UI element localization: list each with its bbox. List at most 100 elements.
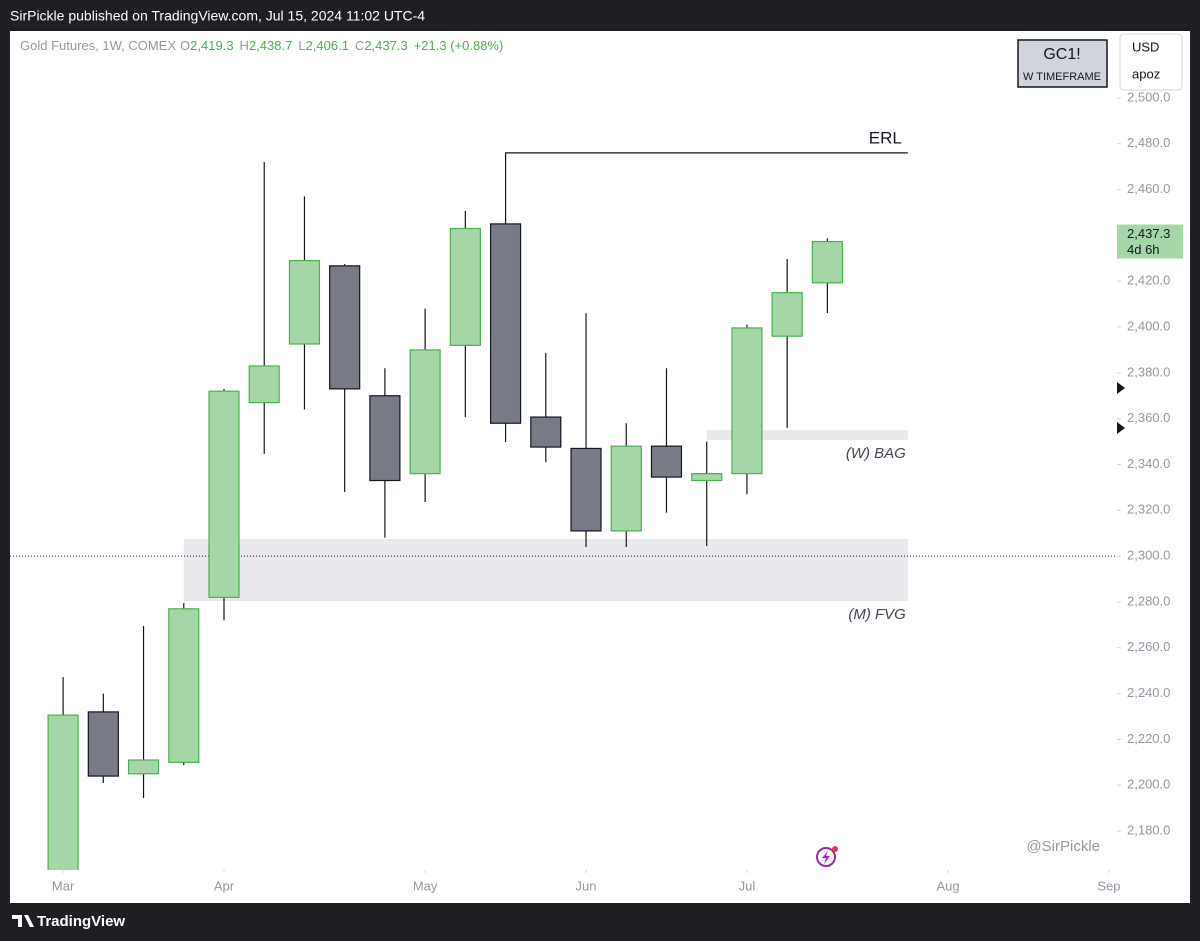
y-tick-label: 2,320.0	[1127, 502, 1170, 517]
candle	[731, 324, 763, 495]
legend-header: Gold Futures, 1W, COMEX O2,419.3 H2,438.7 L…	[20, 38, 503, 53]
x-tick-label: May	[413, 878, 438, 893]
arrow-marker	[1117, 422, 1125, 434]
ohlc-value: 2,419.3	[190, 38, 233, 53]
candle-body	[248, 365, 280, 404]
publish-line: SirPickle published on TradingView.com, …	[10, 8, 425, 24]
zone	[183, 538, 908, 602]
y-tick-label: 2,240.0	[1127, 685, 1170, 700]
ohlc-key: L	[298, 38, 305, 53]
candle-body	[87, 711, 119, 777]
candle	[288, 196, 321, 410]
watermark: @SirPickle	[1026, 838, 1100, 855]
candle	[409, 308, 441, 503]
unit-menu[interactable]: apoz	[1132, 66, 1160, 81]
badge-title: GC1!	[1043, 46, 1080, 63]
candle-body	[650, 445, 683, 478]
footer-logo	[12, 915, 34, 927]
candle-body	[610, 445, 642, 532]
candle-body	[288, 259, 321, 345]
candle	[489, 221, 522, 443]
candle-body	[449, 227, 481, 346]
candle	[811, 238, 843, 314]
candle	[771, 258, 803, 428]
x-tick-label: Jun	[576, 878, 597, 893]
y-tick-label: 2,400.0	[1127, 318, 1170, 333]
plot-area: (M) FVG (W) BAG ERL	[10, 128, 1117, 870]
candle-body	[168, 608, 200, 763]
y-tick-label: 2,180.0	[1127, 822, 1170, 837]
last-price: 2,437.3	[1127, 226, 1170, 241]
candle-body	[731, 327, 763, 475]
candle	[570, 313, 602, 547]
y-tick-label: 2,360.0	[1127, 410, 1170, 425]
candle	[449, 210, 481, 418]
candle	[530, 352, 562, 463]
y-tick-label: 2,380.0	[1127, 364, 1170, 379]
y-tick-label: 2,340.0	[1127, 456, 1170, 471]
countdown: 4d 6h	[1127, 242, 1160, 257]
zone	[706, 430, 908, 440]
x-tick-label: Apr	[214, 878, 235, 893]
candle	[168, 603, 200, 766]
y-tick-label: 2,260.0	[1127, 639, 1170, 654]
candle	[369, 368, 401, 538]
candle	[329, 264, 361, 492]
candle	[691, 441, 723, 547]
last-price-box	[1117, 224, 1183, 259]
candle	[248, 162, 280, 454]
symbol-badge	[1017, 39, 1108, 88]
candle-body	[369, 395, 401, 482]
y-tick-label: 2,220.0	[1127, 731, 1170, 746]
candle	[650, 368, 683, 513]
y-tick-label: 2,500.0	[1127, 89, 1170, 104]
candle-body	[771, 292, 803, 337]
candle	[610, 423, 642, 547]
candle-body	[409, 349, 441, 475]
candle-body	[489, 223, 522, 424]
ohlc-key: C	[355, 38, 364, 53]
candle-body	[811, 240, 843, 284]
candle-body	[530, 416, 562, 448]
zone-label: (W) BAG	[846, 445, 906, 462]
currency[interactable]: USD	[1132, 39, 1159, 54]
y-tick-label: 2,460.0	[1127, 181, 1170, 196]
ohlc-value: 2,406.1	[306, 38, 349, 53]
candle-body	[329, 265, 361, 390]
ohlc-key: H	[240, 38, 249, 53]
arrow-marker	[1117, 382, 1125, 394]
axes: 2,180.0 2,200.0 2,220.0 2,240.0 2,260.0 2,280…	[52, 89, 1183, 893]
y-tick-label: 2,280.0	[1127, 593, 1170, 608]
zone-label: (M) FVG	[848, 606, 906, 623]
candle-body	[127, 759, 160, 775]
y-tick-label: 2,200.0	[1127, 777, 1170, 792]
badge-subtitle: W TIMEFRAME	[1023, 71, 1101, 83]
candle-body	[691, 473, 723, 482]
x-tick-label: Sep	[1097, 878, 1120, 893]
candle-body	[47, 714, 79, 870]
symbol: Gold Futures, 1W, COMEX	[20, 38, 176, 53]
x-tick-label: Jul	[739, 878, 756, 893]
x-tick-label: Mar	[52, 878, 75, 893]
y-tick-label: 2,480.0	[1127, 135, 1170, 150]
x-tick-label: Aug	[936, 878, 959, 893]
candle	[87, 693, 119, 783]
footer-brand: TradingView	[37, 913, 125, 930]
ohlc-value: 2,437.3	[364, 38, 407, 53]
y-tick-label: 2,300.0	[1127, 548, 1170, 563]
ohlc-value: 2,438.7	[249, 38, 292, 53]
candle	[127, 625, 160, 799]
currency-box[interactable]	[1119, 33, 1183, 91]
ohlc-key: O	[180, 38, 190, 53]
candle	[208, 388, 240, 621]
candle-body	[208, 390, 240, 598]
y-tick-label: 2,420.0	[1127, 273, 1170, 288]
candle-body	[570, 447, 602, 532]
bolt-icon	[816, 846, 838, 867]
candle	[47, 677, 79, 870]
level-label: ERL	[869, 128, 902, 147]
change: +21.3 (+0.88%)	[414, 38, 504, 53]
level-line	[504, 152, 908, 222]
